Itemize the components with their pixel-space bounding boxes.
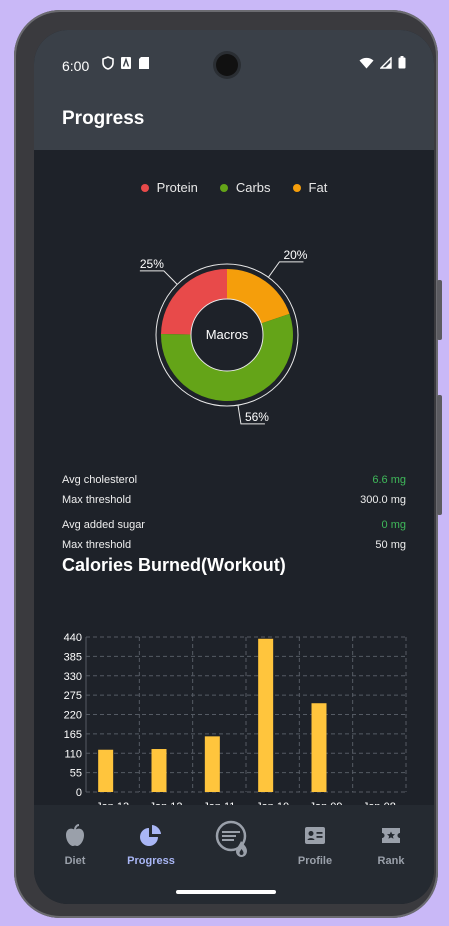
app-bar: Progress (34, 88, 434, 150)
sugar-threshold-label: Max threshold (62, 539, 132, 551)
profile-card-icon (305, 827, 325, 844)
nav-label: Progress (127, 855, 175, 867)
nav-label: Rank (377, 855, 405, 867)
legend-item-fat: Fat (292, 180, 328, 195)
legend-item-carbs: Carbs (219, 180, 271, 195)
bar-jan-10[interactable] (258, 638, 274, 792)
bar-jan-09[interactable] (311, 703, 327, 792)
sugar-threshold-row: Max threshold 50 mg (62, 539, 406, 551)
legend-label: Carbs (235, 180, 271, 195)
font-a-icon (121, 57, 131, 69)
y-tick-label: 110 (64, 748, 82, 760)
legend-swatch (219, 183, 228, 192)
legend-swatch (140, 183, 149, 192)
progress-content[interactable]: Protein Carbs Fat 25% 20% 56% Macros Avg ch… (34, 150, 434, 805)
volume-button (437, 280, 442, 340)
y-tick-label: 330 (64, 671, 82, 683)
y-tick-label: 0 (76, 787, 82, 799)
screen: 6:00 Progress Protein (34, 30, 434, 904)
home-indicator[interactable] (176, 890, 276, 894)
avg-sugar-row: Avg added sugar 0 mg (62, 519, 406, 531)
nav-item-diet[interactable]: Diet (40, 823, 110, 867)
status-notification-icons (102, 56, 150, 70)
donut-leader-line (139, 270, 178, 285)
donut-slice-fat[interactable] (227, 269, 290, 324)
donut-slice-carbs[interactable] (161, 313, 293, 401)
x-tick-label: Jan 13 (96, 801, 129, 805)
y-tick-label: 55 (70, 768, 82, 780)
donut-outer-ring (155, 263, 299, 407)
macros-donut-chart[interactable]: 25% 20% 56% Macros (34, 150, 434, 440)
wifi-icon (359, 57, 374, 68)
ticket-icon (382, 828, 400, 843)
legend-label: Fat (308, 180, 328, 195)
donut-slice-protein[interactable] (161, 269, 227, 335)
donut-center-label: Macros (206, 327, 249, 342)
donut-slice-label: 25% (140, 257, 164, 271)
avg-cholesterol-label: Avg cholesterol (62, 474, 138, 486)
y-tick-label: 385 (64, 651, 82, 663)
y-tick-label: 165 (64, 729, 82, 741)
avg-sugar-label: Avg added sugar (62, 519, 145, 531)
donut-hole (190, 298, 264, 372)
legend-item-protein: Protein (140, 180, 198, 195)
donut-slice-label: 20% (283, 248, 307, 262)
apple-icon (66, 824, 84, 846)
avg-sugar-value: 0 mg (381, 519, 406, 531)
status-time: 6:00 (62, 58, 90, 74)
nav-item-rank[interactable]: Rank (356, 823, 426, 867)
nav-item-workout[interactable] (199, 819, 269, 859)
macros-legend: Protein Carbs Fat (34, 180, 434, 195)
y-tick-label: 220 (64, 710, 82, 722)
bar-jan-12[interactable] (151, 749, 167, 792)
front-camera (216, 54, 238, 76)
legend-swatch (292, 183, 301, 192)
shield-icon (102, 56, 114, 70)
cell-signal-icon (380, 56, 392, 69)
legend-label: Protein (156, 180, 198, 195)
pie-chart-icon (140, 825, 161, 846)
y-tick-label: 275 (64, 690, 82, 702)
cholesterol-threshold-row: Max threshold 300.0 mg (62, 494, 406, 506)
avg-cholesterol-value: 6.6 mg (372, 474, 406, 486)
avg-cholesterol-row: Avg cholesterol 6.6 mg (62, 474, 406, 486)
power-button (437, 395, 442, 515)
status-bar: 6:00 (34, 30, 434, 88)
page-title: Progress (62, 108, 145, 129)
battery-icon (398, 56, 406, 69)
donut-slice-label: 56% (245, 410, 269, 424)
sd-card-icon (139, 57, 149, 69)
donut-leader-line (237, 405, 265, 425)
x-tick-label: Jan 08 (363, 801, 396, 805)
workout-burn-icon (215, 820, 247, 857)
bar-jan-11[interactable] (204, 736, 220, 792)
nav-item-profile[interactable]: Profile (280, 823, 350, 867)
bottom-navigation: Diet Progress Profile Rank (34, 805, 434, 904)
calories-bar-chart[interactable]: 0 55 110 165 220 275 330 385 440 Jan 13 Jan 12 Jan … (34, 605, 434, 805)
x-tick-label: Jan 09 (309, 801, 342, 805)
y-tick-label: 440 (64, 632, 82, 644)
cholesterol-threshold-value: 300.0 mg (360, 494, 406, 506)
x-tick-label: Jan 10 (256, 801, 289, 805)
nav-item-progress[interactable]: Progress (116, 823, 186, 867)
calories-section-title: Calories Burned(Workout) (62, 555, 286, 575)
nav-label: Profile (297, 855, 333, 867)
sugar-threshold-value: 50 mg (375, 539, 406, 551)
x-tick-label: Jan 12 (149, 801, 182, 805)
nav-label: Diet (64, 855, 86, 867)
phone-frame: 6:00 Progress Protein (14, 10, 442, 918)
bar-jan-13[interactable] (98, 749, 114, 792)
donut-leader-line (267, 261, 304, 278)
x-tick-label: Jan 11 (203, 801, 235, 805)
cholesterol-threshold-label: Max threshold (62, 494, 132, 506)
status-system-icons (359, 56, 406, 69)
